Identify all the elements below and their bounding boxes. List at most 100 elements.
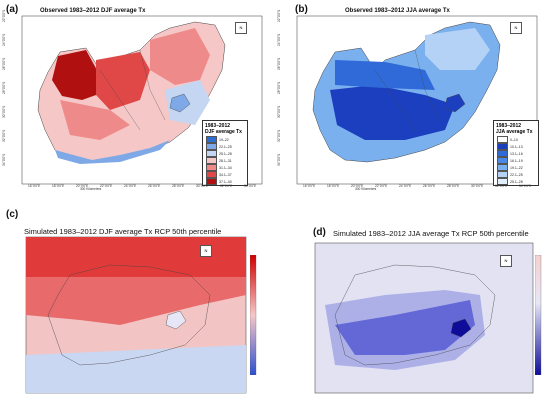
legend-swatch [206, 150, 217, 157]
legend-b: 1983–2012 JJA average Tx 0–10 10.1–13 13.1… [493, 120, 539, 186]
lon-tick-label: 20°0'0"E [76, 184, 89, 188]
lon-tick-label: 26°0'0"E [148, 184, 161, 188]
panel-d: (d) Simulated 1983–2012 JJA average Tx R… [275, 205, 550, 404]
legend-title: 1983–2012 DJF average Tx [205, 123, 242, 135]
lesotho [444, 93, 466, 113]
legend-swatch [206, 157, 217, 164]
legend-swatch [497, 143, 508, 150]
map-a [21, 15, 263, 185]
legend-swatch [497, 157, 508, 164]
cool-zone [335, 60, 435, 90]
legend-entry: 25.1–28 [203, 150, 247, 157]
lat-tick-label: 32°0'0"S [2, 129, 6, 142]
lesotho [450, 318, 472, 338]
lon-tick-label: 22°0'0"E [100, 184, 113, 188]
legend-a: 1983–2012 DJF average Tx 19–22 22.1–25 25.… [202, 120, 248, 186]
legend-entry: 37.1–40 [203, 178, 247, 185]
cool-zone [325, 290, 485, 370]
lon-tick-label: 32°0'0"E [220, 184, 233, 188]
panel-title: Observed 1983–2012 JJA average Tx [345, 8, 450, 14]
legend-swatch [206, 143, 217, 150]
legend-swatch [206, 136, 217, 143]
lon-tick-label: 16°0'0"E [303, 184, 316, 188]
lon-tick-label: 18°0'0"E [327, 184, 340, 188]
north-arrow: N [235, 22, 247, 34]
panel-b: (b) Observed 1983–2012 JJA average Tx N … [275, 0, 550, 200]
lon-tick-label: 28°0'0"E [172, 184, 185, 188]
lat-tick-label: 30°0'0"S [277, 105, 281, 118]
legend-title: 1983–2012 JJA average Tx [496, 123, 533, 135]
legend-label: 34.1–37 [219, 172, 232, 177]
lat-tick-label: 22°0'0"S [2, 9, 6, 22]
legend-swatch [206, 171, 217, 178]
legend-entry: 0–10 [494, 136, 538, 143]
legend-label: 31.1–34 [219, 165, 232, 170]
lon-tick-label: 34°0'0"E [244, 184, 257, 188]
panel-label: (b) [295, 4, 308, 15]
lesotho [165, 310, 187, 330]
legend-label: 13.1–16 [510, 151, 523, 156]
colorbar-d [535, 255, 542, 375]
lat-tick-label: 26°0'0"S [2, 57, 6, 70]
lon-tick-label: 30°0'0"E [471, 184, 484, 188]
legend-swatch [497, 150, 508, 157]
legend-swatch [497, 136, 508, 143]
lat-tick-label: 26°0'0"S [277, 57, 281, 70]
legend-entry: 28.1–31 [203, 157, 247, 164]
panel-title: Observed 1983–2012 DJF average Tx [40, 8, 146, 14]
cold-zone [330, 85, 455, 140]
legend-label: 22.1–25 [219, 144, 232, 149]
north-arrow: N [200, 245, 212, 257]
map-d [314, 242, 534, 394]
panel-title: Simulated 1983–2012 DJF average Tx RCP 5… [24, 227, 222, 236]
lon-tick-label: 34°0'0"E [519, 184, 532, 188]
hot-interior [26, 277, 246, 325]
lon-tick-label: 22°0'0"E [375, 184, 388, 188]
lat-tick-label: 30°0'0"S [2, 105, 6, 118]
north-arrow: N [510, 22, 522, 34]
legend-label: 10.1–13 [510, 144, 523, 149]
legend-entry: 19–22 [203, 136, 247, 143]
legend-label: 19.1–22 [510, 165, 523, 170]
land-outline [334, 264, 496, 366]
legend-label: 25.1–28 [510, 179, 523, 184]
lat-tick-label: 24°0'0"S [277, 33, 281, 46]
legend-entry: 22.1–25 [494, 171, 538, 178]
lon-tick-label: 24°0'0"E [399, 184, 412, 188]
map-b [296, 15, 538, 185]
legend-label: 22.1–25 [510, 172, 523, 177]
lon-tick-label: 24°0'0"E [124, 184, 137, 188]
legend-label: 19–22 [219, 137, 229, 142]
panel-title: Simulated 1983–2012 JJA average Tx RCP 5… [333, 229, 529, 238]
sea-cool [26, 345, 246, 393]
colorbar-c [250, 255, 257, 375]
lon-tick-label: 20°0'0"E [351, 184, 364, 188]
lon-tick-label: 26°0'0"E [423, 184, 436, 188]
legend-entry: 34.1–37 [203, 171, 247, 178]
warm-zone-2 [60, 100, 130, 140]
legend-swatch [206, 164, 217, 171]
hot-zone [52, 50, 98, 100]
mild-zone [425, 28, 490, 70]
legend-entry: 31.1–34 [203, 164, 247, 171]
map-c [25, 236, 247, 394]
scale-bar: 300 Kilometers [80, 187, 102, 191]
legend-swatch [497, 178, 508, 185]
coast-cool [55, 140, 170, 164]
lon-tick-label: 30°0'0"E [196, 184, 209, 188]
legend-label: 28.1–31 [219, 158, 232, 163]
legend-swatch [497, 171, 508, 178]
north-arrow: N [500, 255, 512, 267]
panel-label: (a) [6, 4, 19, 15]
legend-entry: 19.1–22 [494, 164, 538, 171]
land-outline [47, 264, 211, 366]
legend-swatch [497, 164, 508, 171]
lon-tick-label: 28°0'0"E [447, 184, 460, 188]
lat-tick-label: 22°0'0"S [277, 9, 281, 22]
panel-c: (c) Simulated 1983–2012 DJF average Tx R… [0, 205, 275, 404]
lesotho [169, 93, 191, 113]
panel-label: (d) [313, 227, 326, 238]
lat-tick-label: 32°0'0"S [277, 129, 281, 142]
legend-entry: 13.1–16 [494, 150, 538, 157]
lon-tick-label: 18°0'0"E [52, 184, 65, 188]
